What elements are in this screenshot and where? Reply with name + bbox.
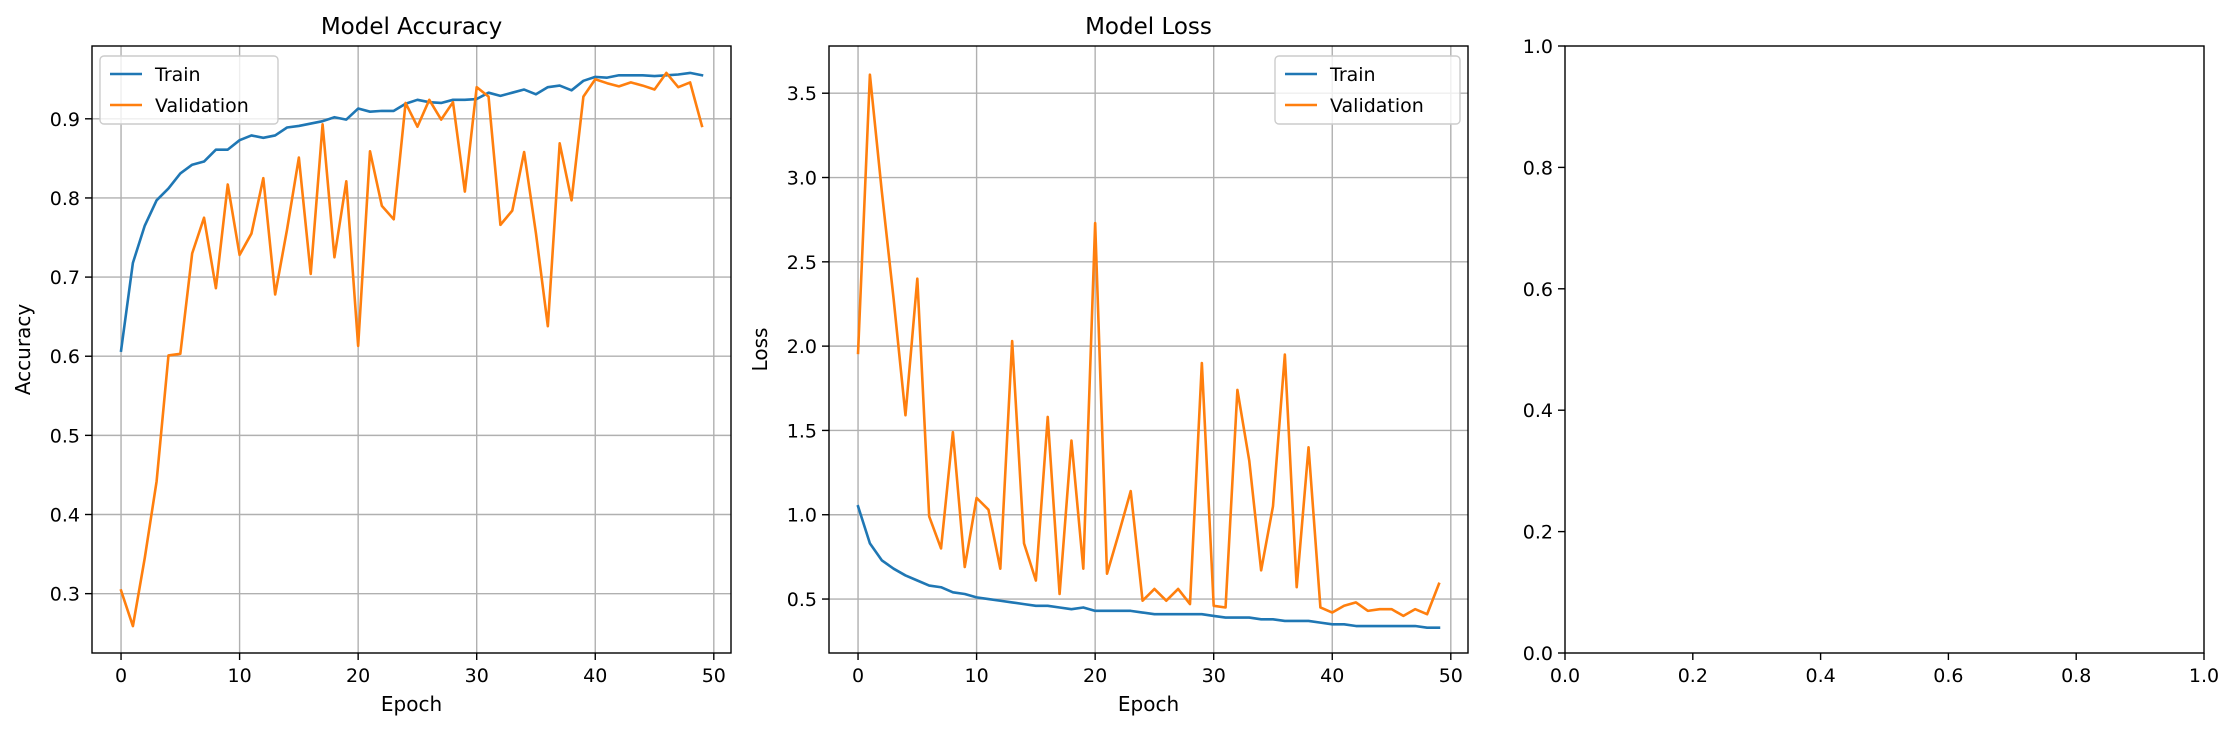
y-tick-label: 2.0 <box>787 336 817 358</box>
chart-title: Model Loss <box>1085 14 1212 40</box>
legend: Train Validation <box>99 55 279 125</box>
y-tick-label: 0.4 <box>50 505 80 527</box>
y-tick-label: 0.5 <box>787 589 817 611</box>
x-tick-label: 20 <box>1083 665 1107 687</box>
chart-0: 0 10 20 30 40 50 0.3 0.4 0.5 0.6 0.7 0.8 0.9 Model Ac… <box>11 14 732 716</box>
x-tick-label: 50 <box>702 665 726 687</box>
y-tick-label: 0.4 <box>1523 400 1553 422</box>
x-tick-label: 40 <box>1320 665 1344 687</box>
y-tick-label: 1.0 <box>787 505 817 527</box>
y-tick-label: 0.5 <box>50 425 80 447</box>
chart-2: 0.0 0.2 0.4 0.6 0.8 1.0 0.0 0.2 0.4 0.6 0.8 1.0 <box>1523 36 2219 687</box>
y-tick-label: 0.2 <box>1523 522 1553 544</box>
y-tick-label: 0.9 <box>50 109 80 131</box>
x-tick-label: 40 <box>583 665 607 687</box>
series-line-train <box>119 71 704 353</box>
x-tick-label: 30 <box>465 665 489 687</box>
x-tick-label: 0.4 <box>1805 665 1835 687</box>
y-tick-label: 2.5 <box>787 252 817 274</box>
x-tick-label: 30 <box>1202 665 1226 687</box>
y-tick-label: 1.0 <box>1523 36 1553 58</box>
series-line-validation <box>119 71 704 628</box>
x-tick-label: 10 <box>965 665 989 687</box>
y-axis-label: Loss <box>748 328 772 372</box>
y-tick-label: 0.0 <box>1523 643 1553 665</box>
legend-box <box>1274 55 1461 125</box>
y-tick-label: 3.0 <box>787 168 817 190</box>
legend-label-train: Train <box>154 64 201 86</box>
x-axis-label: Epoch <box>381 692 442 716</box>
x-tick-label: 10 <box>228 665 252 687</box>
legend-label-validation: Validation <box>1330 95 1424 117</box>
y-axis-label: Accuracy <box>11 304 35 395</box>
y-tick-label: 3.5 <box>787 83 817 105</box>
legend-label-train: Train <box>1329 64 1376 86</box>
x-tick-label: 0.0 <box>1550 665 1580 687</box>
plot-frame <box>1564 45 2205 654</box>
plot-frame <box>828 45 1469 654</box>
y-tick-label: 0.8 <box>50 188 80 210</box>
y-tick-label: 0.6 <box>50 346 80 368</box>
gridlines <box>92 46 731 653</box>
y-tick-label: 0.3 <box>50 584 80 606</box>
gridlines <box>829 46 1468 653</box>
plot-frame <box>91 45 732 654</box>
x-tick-label: 0.2 <box>1678 665 1708 687</box>
legend-box <box>99 55 279 125</box>
chart-title: Model Accuracy <box>321 14 502 40</box>
series-line-train <box>856 504 1441 630</box>
legend-label-validation: Validation <box>155 95 249 117</box>
x-tick-label: 50 <box>1439 665 1463 687</box>
x-tick-label: 0.8 <box>2061 665 2091 687</box>
x-tick-label: 0 <box>852 665 864 687</box>
x-tick-label: 0 <box>115 665 127 687</box>
y-tick-label: 0.8 <box>1523 157 1553 179</box>
series-line-validation <box>856 73 1441 618</box>
x-axis-label: Epoch <box>1118 692 1179 716</box>
x-tick-label: 1.0 <box>2189 665 2219 687</box>
y-tick-label: 0.7 <box>50 267 80 289</box>
y-tick-label: 1.5 <box>787 420 817 442</box>
chart-1: 0 10 20 30 40 50 0.5 1.0 1.5 2.0 2.5 3.0 3.5 Model Lo… <box>748 14 1469 716</box>
y-tick-label: 0.6 <box>1523 279 1553 301</box>
legend: Train Validation <box>1274 55 1461 125</box>
x-tick-label: 0.6 <box>1933 665 1963 687</box>
x-tick-label: 20 <box>346 665 370 687</box>
